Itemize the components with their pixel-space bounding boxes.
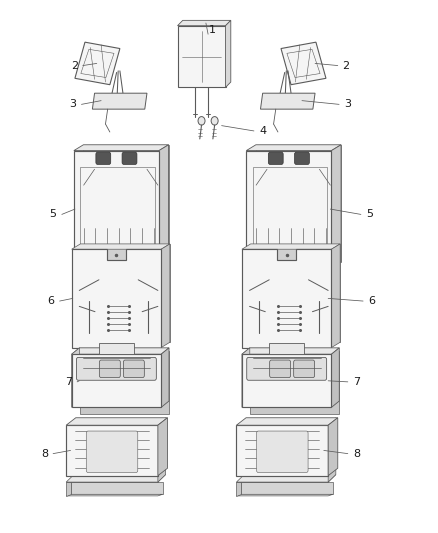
Polygon shape: [177, 20, 231, 26]
Ellipse shape: [122, 95, 133, 108]
Polygon shape: [237, 474, 336, 482]
Text: 7: 7: [65, 377, 72, 387]
FancyBboxPatch shape: [99, 360, 120, 377]
Polygon shape: [246, 151, 332, 268]
FancyBboxPatch shape: [247, 358, 327, 380]
Polygon shape: [66, 494, 162, 496]
FancyBboxPatch shape: [124, 360, 145, 377]
Ellipse shape: [98, 95, 109, 108]
Polygon shape: [256, 145, 341, 262]
Polygon shape: [261, 93, 315, 109]
Text: 6: 6: [47, 296, 54, 306]
Text: 5: 5: [49, 209, 57, 220]
Polygon shape: [237, 425, 328, 475]
Text: 7: 7: [353, 377, 360, 387]
Polygon shape: [242, 244, 340, 249]
Polygon shape: [74, 145, 169, 151]
Polygon shape: [242, 348, 250, 407]
Ellipse shape: [109, 95, 120, 108]
Polygon shape: [66, 482, 71, 496]
Text: 2: 2: [71, 61, 78, 70]
Polygon shape: [99, 343, 134, 354]
Text: 8: 8: [353, 449, 360, 458]
Ellipse shape: [277, 95, 288, 108]
Ellipse shape: [301, 95, 311, 108]
Polygon shape: [80, 351, 169, 414]
Ellipse shape: [133, 95, 144, 108]
Polygon shape: [246, 145, 341, 151]
Polygon shape: [332, 145, 341, 268]
Polygon shape: [161, 244, 170, 348]
Polygon shape: [71, 482, 162, 494]
Polygon shape: [251, 244, 340, 342]
FancyBboxPatch shape: [293, 360, 314, 377]
Text: 5: 5: [366, 209, 373, 220]
FancyBboxPatch shape: [257, 431, 308, 472]
Polygon shape: [241, 482, 333, 494]
Text: 8: 8: [41, 449, 48, 458]
FancyBboxPatch shape: [270, 360, 290, 377]
Polygon shape: [72, 244, 170, 249]
Ellipse shape: [211, 117, 218, 125]
Text: 3: 3: [344, 99, 351, 109]
Ellipse shape: [290, 95, 300, 108]
Polygon shape: [237, 418, 338, 425]
Polygon shape: [72, 354, 161, 407]
FancyBboxPatch shape: [77, 358, 156, 380]
Text: 6: 6: [368, 296, 375, 306]
Polygon shape: [72, 348, 80, 407]
Polygon shape: [66, 418, 167, 425]
Polygon shape: [237, 482, 241, 496]
FancyBboxPatch shape: [294, 152, 309, 165]
Polygon shape: [328, 418, 336, 482]
Polygon shape: [92, 93, 147, 109]
Polygon shape: [66, 425, 158, 475]
Polygon shape: [72, 249, 161, 348]
Polygon shape: [242, 354, 332, 407]
FancyBboxPatch shape: [96, 152, 111, 165]
Polygon shape: [332, 244, 340, 348]
Text: 1: 1: [209, 25, 216, 35]
Text: 2: 2: [342, 61, 349, 70]
Polygon shape: [242, 348, 339, 354]
Ellipse shape: [266, 95, 277, 108]
Polygon shape: [328, 418, 338, 475]
Polygon shape: [177, 26, 226, 87]
Polygon shape: [332, 348, 339, 407]
Polygon shape: [250, 351, 339, 414]
Polygon shape: [158, 418, 167, 475]
Ellipse shape: [198, 117, 205, 125]
Polygon shape: [158, 418, 166, 482]
Polygon shape: [66, 474, 166, 482]
FancyBboxPatch shape: [86, 431, 138, 472]
Polygon shape: [237, 494, 333, 496]
Polygon shape: [159, 145, 169, 268]
Polygon shape: [161, 348, 169, 407]
Polygon shape: [226, 20, 231, 87]
FancyBboxPatch shape: [268, 152, 283, 165]
Text: 3: 3: [69, 99, 76, 109]
Polygon shape: [74, 151, 159, 268]
Text: 4: 4: [259, 126, 266, 136]
Polygon shape: [242, 249, 332, 348]
Polygon shape: [83, 145, 169, 262]
Polygon shape: [72, 348, 169, 354]
Polygon shape: [269, 343, 304, 354]
Polygon shape: [75, 42, 120, 85]
Polygon shape: [81, 244, 170, 342]
FancyBboxPatch shape: [122, 152, 137, 165]
Polygon shape: [281, 42, 326, 85]
